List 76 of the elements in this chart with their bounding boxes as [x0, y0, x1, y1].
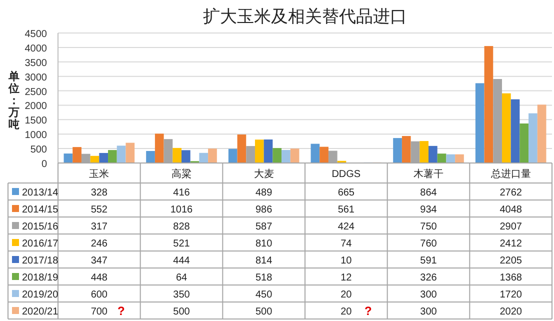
data-label: 665 — [338, 188, 355, 198]
data-label: 591 — [420, 256, 438, 266]
data-label: 347 — [90, 256, 108, 266]
data-label: 74 — [340, 238, 352, 250]
data-label: 4048 — [500, 204, 522, 216]
legend-label: 2015/16 — [22, 222, 59, 232]
data-label: 814 — [255, 256, 273, 266]
data-label: 20 — [340, 290, 352, 300]
data-label: 2907 — [500, 222, 522, 232]
text: ? — [364, 304, 372, 318]
data-label: 934 — [420, 204, 438, 216]
legend-label: 2013/14 — [22, 188, 59, 198]
data-label: 1720 — [500, 290, 522, 300]
legend-label: 2014/15 — [22, 204, 59, 216]
data-label: 518 — [255, 272, 273, 284]
y-tick-label: 3000 — [24, 72, 48, 84]
x-tick-label: 高粱 — [172, 168, 192, 180]
data-label: 2205 — [500, 256, 522, 266]
x-tick-label: 大麦 — [254, 168, 274, 180]
data-label: 10 — [340, 256, 352, 266]
legend-label: 2017/18 — [22, 256, 59, 266]
chart-title: 扩大玉米及相关替代品进口 — [203, 7, 407, 26]
data-label: 587 — [255, 222, 273, 232]
y-tick-label: 4000 — [24, 43, 48, 54]
data-label: 552 — [90, 204, 108, 216]
data-label: 2020 — [500, 306, 522, 318]
data-label: 300 — [420, 306, 438, 318]
x-tick-label: 玉米 — [89, 168, 110, 180]
data-label: 246 — [90, 238, 108, 250]
data-label: 1016 — [170, 204, 194, 216]
data-label: 500 — [255, 306, 273, 318]
y-tick-label: 1000 — [24, 130, 48, 142]
legend-label: 2020/21 — [22, 306, 59, 318]
data-label: 864 — [420, 188, 438, 198]
data-label: 448 — [90, 272, 108, 284]
data-label: 600 — [90, 290, 108, 300]
y-tick-label: 500 — [30, 144, 48, 156]
x-tick-label: 木薯干 — [414, 168, 444, 180]
data-label: 521 — [173, 238, 190, 250]
y-tick-label: 2000 — [24, 101, 48, 112]
data-label: 444 — [173, 256, 190, 266]
data-label: 350 — [173, 290, 190, 300]
data-label: 12 — [340, 272, 352, 284]
data-label: 1368 — [500, 272, 522, 284]
data-label: 750 — [420, 222, 438, 232]
data-label: 489 — [255, 188, 273, 198]
data-label: 828 — [173, 222, 190, 232]
data-label: 416 — [173, 188, 190, 198]
data-label: 986 — [255, 204, 273, 216]
data-label: 317 — [90, 222, 108, 232]
y-tick-label: 1500 — [24, 116, 48, 127]
data-label: 500 — [173, 306, 190, 318]
data-label: 700 — [90, 306, 108, 318]
y-tick-label: 4500 — [24, 29, 48, 40]
data-label: 424 — [338, 222, 355, 232]
x-tick-label: 总进口量 — [490, 168, 531, 180]
x-tick-label: DDGS — [332, 169, 361, 180]
y-tick-label: 3500 — [24, 58, 48, 69]
data-label: 2762 — [500, 188, 522, 198]
data-label: 561 — [338, 204, 355, 216]
text: ? — [117, 304, 125, 318]
legend-label: 2016/17 — [22, 238, 59, 250]
data-label: 2412 — [500, 238, 522, 250]
y-tick-label: 2500 — [24, 86, 48, 98]
data-label: 328 — [90, 188, 108, 198]
data-label: 450 — [255, 290, 273, 300]
data-label: 760 — [420, 238, 438, 250]
y-axis-title: 单位：万吨 — [8, 70, 20, 131]
legend-label: 2019/20 — [22, 290, 59, 300]
y-tick-label: 0 — [41, 159, 48, 170]
data-label: 20 — [340, 306, 352, 318]
legend-label: 2018/19 — [22, 272, 59, 284]
data-label: 810 — [255, 238, 273, 250]
data-label: 326 — [420, 272, 438, 284]
data-label: 64 — [176, 272, 188, 284]
data-label: 300 — [420, 290, 438, 300]
